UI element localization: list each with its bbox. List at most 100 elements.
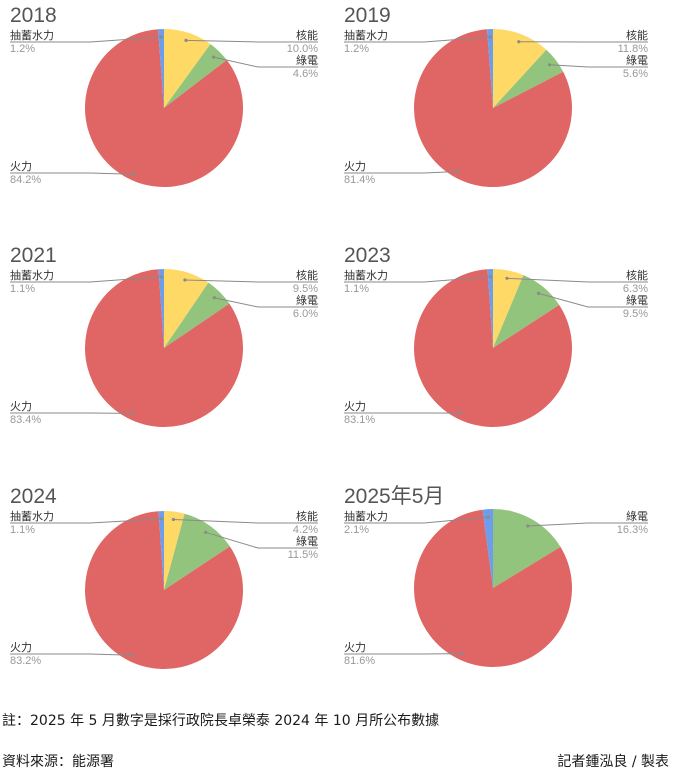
slice-label: 抽蓄水力: [344, 28, 388, 42]
pie-slice-核能: [493, 269, 524, 348]
chart-title: 2021: [10, 244, 57, 267]
pie-slice-火力: [413, 29, 572, 187]
credit: 記者鍾泓良 / 製表: [557, 754, 669, 770]
leader-line: [549, 64, 648, 68]
leader-dot: [536, 291, 541, 295]
pie-slice-抽蓄水力: [158, 28, 164, 108]
leader-dot: [212, 55, 216, 59]
leader-line: [344, 36, 491, 43]
leader-line: [214, 297, 318, 308]
pie-slice-綠電: [493, 509, 561, 588]
leader-line: [344, 171, 458, 174]
slice-value-label: 1.2%: [10, 43, 35, 55]
pie-slice-核能: [493, 29, 547, 108]
slice-label: 抽蓄水力: [344, 268, 388, 282]
pie-slice-抽蓄水力: [482, 509, 493, 588]
slice-label: 火力: [10, 160, 32, 173]
pie-slice-火力: [84, 511, 243, 670]
leader-line: [344, 516, 489, 524]
slice-value-label: 10.0%: [287, 43, 318, 55]
leader-dot: [204, 530, 208, 534]
slice-value-label: 83.4%: [10, 414, 41, 426]
slice-value-label: 5.6%: [623, 68, 648, 80]
leader-line: [213, 56, 318, 68]
leader-dot: [184, 38, 188, 43]
leader-line: [10, 36, 162, 43]
slice-label: 核能: [296, 268, 318, 282]
leader-dot: [488, 35, 492, 39]
slice-label: 火力: [344, 160, 366, 173]
leader-line: [205, 531, 318, 549]
slice-value-label: 81.4%: [344, 174, 375, 186]
slice-label: 核能: [626, 268, 648, 282]
slice-value-label: 6.3%: [623, 283, 648, 295]
leader-line: [527, 522, 648, 527]
slice-label: 抽蓄水力: [10, 268, 54, 282]
pie-slice-綠電: [164, 513, 230, 590]
leader-line: [185, 39, 318, 43]
slice-value-label: 83.2%: [10, 655, 41, 667]
chart-title: 2023: [344, 244, 391, 267]
slice-value-label: 9.5%: [293, 283, 318, 295]
slice-label: 火力: [344, 400, 366, 413]
leader-line: [10, 518, 162, 524]
pie-slice-抽蓄水力: [158, 511, 164, 590]
leader-line: [173, 519, 318, 524]
leader-dot: [460, 652, 464, 656]
slice-value-label: 11.5%: [288, 549, 319, 561]
leader-dot: [132, 172, 136, 176]
slice-value-label: 84.2%: [10, 174, 41, 186]
data-source: 資料來源：能源署: [2, 754, 114, 770]
slice-value-label: 9.5%: [623, 308, 648, 320]
slice-label: 綠電: [296, 54, 318, 67]
leader-dot: [459, 411, 463, 415]
pie-slice-綠電: [164, 282, 230, 348]
slice-value-label: 2.1%: [344, 524, 369, 536]
pie-slice-核能: [164, 511, 185, 590]
slice-label: 抽蓄水力: [10, 509, 54, 523]
leader-dot: [159, 275, 164, 279]
pie-slice-綠電: [164, 44, 227, 108]
leader-dot: [183, 278, 187, 282]
leader-dot: [171, 517, 175, 522]
slice-value-label: 16.3%: [617, 524, 648, 536]
slice-value-label: 4.6%: [293, 68, 318, 80]
leader-dot: [159, 35, 163, 39]
slice-label: 火力: [344, 641, 366, 654]
leader-dot: [505, 276, 509, 280]
pie-slice-火力: [85, 29, 244, 187]
leader-dot: [488, 275, 493, 279]
pie-slice-抽蓄水力: [158, 269, 164, 348]
pie-slice-火力: [84, 269, 243, 428]
leader-dot: [517, 40, 521, 44]
slice-label: 核能: [296, 28, 318, 42]
leader-dot: [130, 653, 134, 657]
slice-label: 綠電: [296, 294, 318, 307]
slice-label: 綠電: [296, 535, 318, 548]
slice-label: 火力: [10, 641, 32, 654]
slice-value-label: 4.2%: [293, 524, 318, 536]
slice-value-label: 11.8%: [618, 43, 649, 55]
pie-slice-抽蓄水力: [487, 28, 493, 108]
pie-slice-核能: [164, 29, 211, 108]
footnote: 註：2025 年 5 月數字是採行政院長卓榮泰 2024 年 10 月所公布數據: [2, 713, 440, 729]
leader-dot: [456, 169, 460, 174]
pie-slice-綠電: [493, 49, 564, 108]
slice-value-label: 1.1%: [10, 283, 35, 295]
pie-charts-grid: 2018抽蓄水力1.2%核能10.0%綠電4.6%火力84.2%2019抽蓄水力…: [10, 4, 648, 670]
slice-label: 綠電: [626, 54, 648, 67]
slice-label: 抽蓄水力: [10, 28, 54, 42]
chart-title: 2024: [10, 485, 57, 508]
slice-label: 綠電: [626, 294, 648, 307]
leader-line: [506, 277, 648, 283]
slice-value-label: 1.2%: [344, 43, 369, 55]
leader-dot: [547, 63, 552, 67]
slice-value-label: 1.1%: [344, 283, 369, 295]
leader-dot: [486, 515, 490, 519]
